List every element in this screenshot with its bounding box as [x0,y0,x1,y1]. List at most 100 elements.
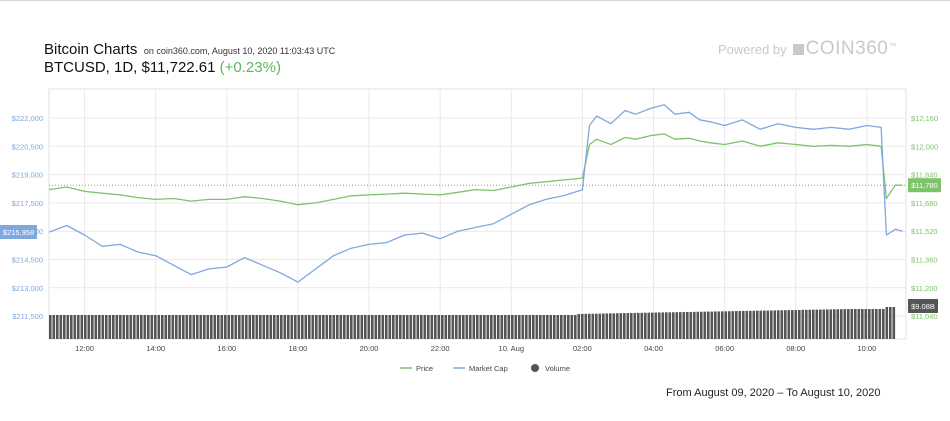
volume-bar [556,315,560,339]
volume-bar [364,315,367,339]
volume-bar [283,315,287,339]
volume-bar [154,315,157,339]
volume-bar [437,315,441,339]
right-tick-label: $11,520 [911,227,938,236]
volume-bar [549,315,553,339]
volume-bar [479,315,483,339]
volume-bar [682,312,686,339]
volume-bar [150,315,154,339]
volume-bar [647,312,651,339]
volume-bar [490,315,493,339]
volume-bar [626,313,630,339]
volume-bar [311,315,315,339]
brand-name: COIN360 [805,38,889,59]
x-tick-label: 06:00 [715,344,734,353]
volume-bar [602,313,605,339]
pair-price: BTCUSD, 1D, $11,722.61 (+0.23%) [44,59,281,76]
volume-bar [644,312,647,339]
volume-bar [672,312,675,339]
x-tick-label: 04:00 [644,344,663,353]
volume-bar [714,311,717,339]
volume-bar [140,315,143,339]
right-tick-label: $12,160 [911,114,938,123]
volume-bar [357,315,360,339]
x-tick-label: 02:00 [573,344,592,353]
volume-bar [329,315,332,339]
volume-bar [497,315,500,339]
volume-bar [717,311,721,339]
volume-bar [493,315,497,339]
volume-bar [203,315,206,339]
volume-bar [605,313,609,339]
volume-bar [777,310,780,339]
volume-bar [185,315,189,339]
x-tick-label: 22:00 [431,344,450,353]
volume-bar [276,315,280,339]
current-price-badge [908,178,941,193]
volume-bar [143,315,147,339]
volume-bar [80,315,84,339]
volume-bar [528,315,532,339]
volume-bar [623,313,626,339]
volume-bar [654,312,658,339]
x-tick-label: 08:00 [786,344,805,353]
price-change: (+0.23%) [219,59,281,76]
chart-subtitle: on coin360.com, August 10, 2020 11:03:43… [143,46,336,56]
volume-bar [630,313,633,339]
brand-link[interactable]: Powered by COIN360™ [718,38,896,60]
volume-bar [318,315,322,339]
volume-bar [234,315,238,339]
volume-bar [444,315,448,339]
current-marketcap-badge [0,224,37,239]
volume-bar [434,315,437,339]
volume-bar [875,309,878,339]
volume-bar [427,315,430,339]
volume-bar [399,315,402,339]
legend-label-volume[interactable]: Volume [545,364,570,373]
volume-bar [766,310,770,339]
left-tick-label: $222,000 [12,114,43,123]
volume-bar [808,309,812,339]
volume-bar [483,315,486,339]
volume-bar [367,315,371,339]
series-line-market_cap [48,104,903,283]
current-volume-badge [908,299,938,313]
legend-label-price[interactable]: Price [416,364,433,373]
volume-bar [182,315,185,339]
volume-bar [175,315,178,339]
volume-bar [465,315,469,339]
volume-bar [115,315,119,339]
volume-bar [161,315,164,339]
volume-bar [133,315,136,339]
volume-bar [52,315,56,339]
volume-bar [70,315,73,339]
volume-bar [728,311,731,339]
volume-bar [455,315,458,339]
volume-bar [637,312,640,339]
volume-bar [507,315,511,339]
volume-bar [196,315,199,339]
volume-bar [178,315,182,339]
volume-bar [661,312,665,339]
volume-bar [843,309,847,339]
volume-bar [801,309,805,339]
volume-bar [325,315,329,339]
volume-bar [199,315,203,339]
volume-bar [56,315,59,339]
legend-label-market_cap[interactable]: Market Cap [469,364,508,373]
x-tick-label: 10:00 [857,344,876,353]
right-tick-label: $12,000 [911,142,938,151]
volume-bar [700,311,703,339]
volume-bar [822,309,826,339]
volume-bar [476,315,479,339]
volume-bar [889,307,892,339]
right-tick-label: $11,040 [911,312,938,321]
volume-bar [861,309,864,339]
current-volume-value: $9.08B [911,302,935,311]
volume-bar [826,309,829,339]
volume-bar [871,309,875,339]
volume-bar [343,315,346,339]
volume-bar [84,315,87,339]
volume-bar [206,315,210,339]
